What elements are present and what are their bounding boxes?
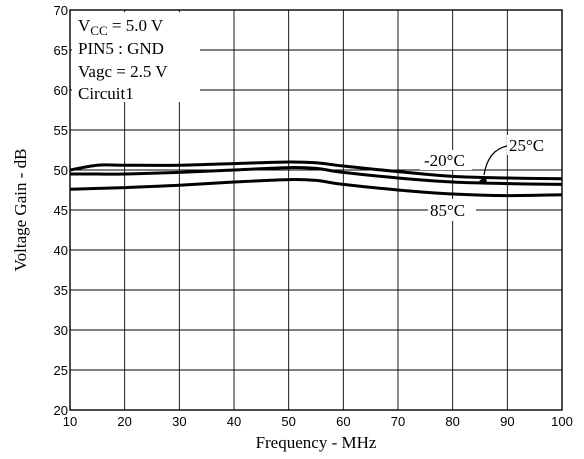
x-tick-label: 60 [336, 414, 350, 429]
series-line-0 [69, 160, 563, 181]
x-tick-label: 100 [551, 414, 573, 429]
series-layer [69, 160, 563, 198]
label-25c-leader [483, 145, 508, 176]
x-tick-label: 70 [391, 414, 405, 429]
label-minus20c: -20°C [424, 151, 465, 170]
y-tick-label: 65 [54, 43, 68, 58]
x-tick-label: 40 [227, 414, 241, 429]
x-tick-label: 80 [445, 414, 459, 429]
y-tick-label: 70 [54, 3, 68, 18]
y-tick-label: 30 [54, 323, 68, 338]
x-tick-label: 20 [117, 414, 131, 429]
vcc-condition: VCC = 5.0 V [78, 16, 164, 38]
y-tick-labels: 20 25 30 35 40 45 50 55 60 65 70 [54, 3, 68, 418]
series-line-2 [69, 177, 563, 198]
pin5-condition: PIN5 : GND [78, 39, 164, 58]
y-tick-label: 20 [54, 403, 68, 418]
x-tick-label: 10 [63, 414, 77, 429]
y-axis-title: Voltage Gain - dB [11, 149, 30, 272]
vagc-condition: Vagc = 2.5 V [78, 62, 168, 81]
label-85c: 85°C [430, 201, 465, 220]
y-tick-label: 35 [54, 283, 68, 298]
y-tick-label: 50 [54, 163, 68, 178]
curve-labels: -20°C 25°C 85°C [420, 135, 561, 221]
y-tick-label: 55 [54, 123, 68, 138]
x-axis-title: Frequency - MHz [256, 433, 377, 452]
circuit-condition: Circuit1 [78, 84, 134, 103]
plot-frame [69, 9, 563, 411]
y-tick-label: 25 [54, 363, 68, 378]
y-tick-label: 60 [54, 83, 68, 98]
label-25c: 25°C [509, 136, 544, 155]
conditions-box [72, 12, 200, 102]
x-tick-labels: 10 20 30 40 50 60 70 80 90 100 [63, 414, 573, 429]
x-tick-label: 90 [500, 414, 514, 429]
series-line-1 [70, 165, 563, 186]
x-tick-label: 30 [172, 414, 186, 429]
y-tick-label: 45 [54, 203, 68, 218]
label-25c-arrowhead [479, 176, 487, 184]
x-tick-label: 50 [281, 414, 295, 429]
y-tick-label: 40 [54, 243, 68, 258]
